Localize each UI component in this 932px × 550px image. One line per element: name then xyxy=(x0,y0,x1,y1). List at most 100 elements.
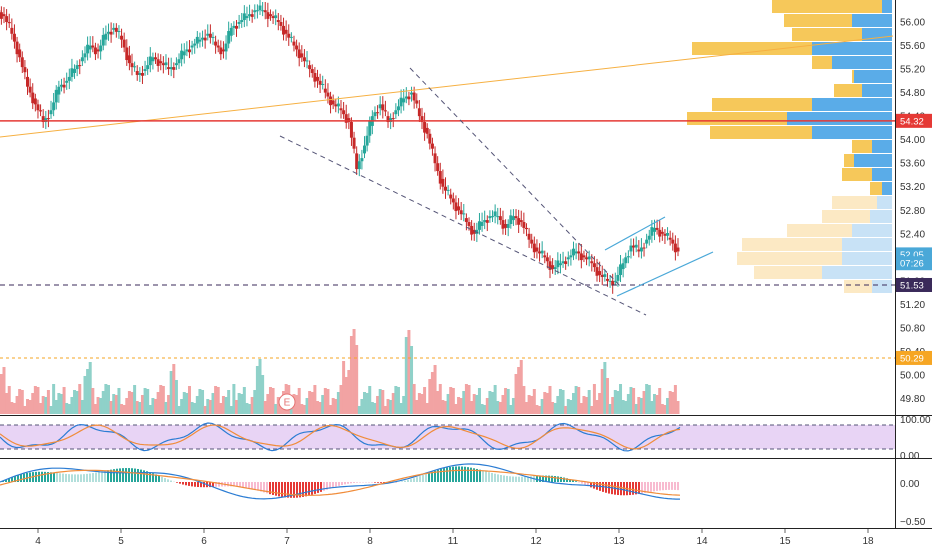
volume-bar xyxy=(402,396,406,414)
volume-bar xyxy=(506,389,510,414)
macd-histogram-bar xyxy=(164,478,166,482)
candle-body xyxy=(574,251,578,254)
candle-body xyxy=(605,278,609,281)
candle-body xyxy=(279,22,283,26)
volume-bar xyxy=(49,406,53,414)
candle-body xyxy=(70,68,74,77)
macd-histogram-bar xyxy=(2,481,4,482)
macd-histogram-bar xyxy=(149,472,151,482)
candle-body xyxy=(245,16,249,19)
macd-histogram-bar xyxy=(131,468,133,482)
macd-histogram-bar xyxy=(473,468,475,482)
macd-histogram-bar xyxy=(161,476,163,482)
candle-body xyxy=(373,112,377,117)
volume-bar xyxy=(579,403,583,414)
candle-body xyxy=(485,220,489,223)
rising-flag-top[interactable] xyxy=(604,216,666,251)
volume-profile-sell-bar xyxy=(852,140,872,153)
volume-bar xyxy=(154,399,158,414)
macd-histogram-bar xyxy=(251,482,253,490)
volume-bar xyxy=(146,389,150,414)
volume-profile-buy-bar xyxy=(872,280,892,293)
volume-bar xyxy=(109,401,113,414)
volume-bar xyxy=(543,392,547,414)
volume-bar xyxy=(18,389,22,414)
macd-histogram-bar xyxy=(167,479,169,482)
candle-body xyxy=(532,243,536,253)
macd-histogram-bar xyxy=(140,469,142,482)
macd-histogram-bar xyxy=(236,482,238,487)
volume-bar xyxy=(33,386,37,414)
candle-body xyxy=(446,189,450,191)
volume-bar xyxy=(248,404,252,414)
macd-histogram-bar xyxy=(512,476,514,482)
volume-bar xyxy=(355,345,359,414)
candle-body xyxy=(289,36,293,38)
volume-bar xyxy=(673,385,677,414)
volume-bar xyxy=(592,384,596,414)
candle-body xyxy=(114,27,118,32)
volume-bar xyxy=(404,337,408,414)
candle-body xyxy=(297,49,301,59)
volume-bar xyxy=(88,362,92,414)
candle-body xyxy=(329,96,333,106)
macd-histogram-bar xyxy=(296,482,298,498)
macd-histogram-bar xyxy=(335,482,337,487)
candle-body xyxy=(498,216,502,221)
candle-body xyxy=(127,55,131,64)
candle-body xyxy=(151,57,155,62)
candle-body xyxy=(308,65,312,70)
macd-histogram-bar xyxy=(272,482,274,495)
volume-profile xyxy=(687,0,892,293)
volume-profile-sell-bar xyxy=(812,56,832,69)
macd-histogram-bar xyxy=(308,482,310,496)
macd-histogram-bar xyxy=(116,468,118,482)
candle-body xyxy=(619,264,623,275)
time-tick-label: 4 xyxy=(35,536,41,547)
volume-bar xyxy=(365,393,369,414)
macd-histogram-bar xyxy=(488,472,490,482)
candle-body xyxy=(595,267,599,276)
falling-channel-top[interactable] xyxy=(409,67,623,289)
macd-histogram-bar xyxy=(287,482,289,498)
candle-body xyxy=(135,71,139,75)
macd-histogram-bar xyxy=(194,482,196,487)
volume-bar xyxy=(457,397,461,414)
volume-bar xyxy=(318,402,322,414)
earnings-marker[interactable]: E xyxy=(278,393,296,411)
candle-body xyxy=(506,223,510,228)
rising-flag-bottom[interactable] xyxy=(616,251,714,297)
falling-channel-bottom[interactable] xyxy=(279,135,647,316)
volume-bar xyxy=(203,406,207,414)
macd-histogram-bar xyxy=(422,475,424,482)
macd-histogram-bar xyxy=(482,470,484,482)
volume-profile-sell-bar xyxy=(687,112,787,125)
volume-bar xyxy=(540,399,544,414)
macd-histogram-bar xyxy=(152,473,154,482)
macd-histogram-bar xyxy=(650,482,652,492)
candle-body xyxy=(83,53,87,58)
macd-histogram-bar xyxy=(278,482,280,497)
volume-bar xyxy=(219,403,223,414)
volume-bar xyxy=(135,401,139,414)
candle-body xyxy=(96,49,100,52)
macd-histogram-bar xyxy=(581,482,583,484)
candle-body xyxy=(46,118,50,120)
candle-body xyxy=(174,63,178,66)
volume-bar xyxy=(268,387,272,414)
volume-bar xyxy=(23,406,27,414)
price-tick-label: 50.00 xyxy=(900,371,925,382)
candle-body xyxy=(522,222,526,228)
volume-bar xyxy=(229,406,233,414)
candle-body xyxy=(611,280,615,286)
macd-histogram-bar xyxy=(47,472,49,482)
volume-bar xyxy=(180,399,184,414)
candle-body xyxy=(389,118,393,123)
volume-bar xyxy=(590,406,594,414)
candle-body xyxy=(501,220,505,229)
volume-bar xyxy=(483,405,487,414)
macd-histogram-bar xyxy=(341,482,343,486)
volume-bar xyxy=(266,394,270,414)
candle-body xyxy=(666,233,670,236)
candle-body xyxy=(545,257,549,262)
